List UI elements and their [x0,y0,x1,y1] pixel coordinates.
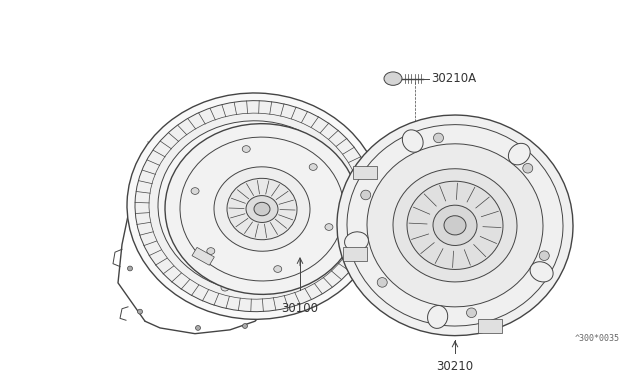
Ellipse shape [367,144,543,307]
FancyBboxPatch shape [478,319,502,333]
Ellipse shape [127,266,132,271]
Ellipse shape [306,265,314,272]
Ellipse shape [540,251,549,260]
Ellipse shape [227,178,297,240]
Bar [192,247,214,265]
Ellipse shape [207,248,215,254]
Ellipse shape [246,196,278,222]
Ellipse shape [243,324,248,328]
Ellipse shape [206,174,248,203]
Ellipse shape [135,101,375,312]
Text: 30210A: 30210A [431,72,476,85]
Text: 30100: 30100 [282,302,319,315]
Ellipse shape [377,278,387,287]
Ellipse shape [132,223,138,228]
Ellipse shape [384,72,402,85]
Ellipse shape [127,93,383,319]
FancyBboxPatch shape [343,247,367,261]
Ellipse shape [393,169,517,282]
Ellipse shape [361,190,371,200]
Text: ^300*0035: ^300*0035 [575,334,620,343]
Ellipse shape [191,160,199,166]
Ellipse shape [191,187,199,195]
Ellipse shape [523,163,532,173]
Ellipse shape [433,205,477,246]
Ellipse shape [214,167,310,251]
Ellipse shape [221,284,229,291]
Ellipse shape [433,133,444,143]
Ellipse shape [467,308,477,318]
Ellipse shape [138,309,143,314]
Ellipse shape [186,212,194,219]
FancyBboxPatch shape [353,166,377,179]
Ellipse shape [196,256,204,262]
Ellipse shape [530,262,553,282]
Ellipse shape [274,266,282,272]
Ellipse shape [444,216,466,235]
Ellipse shape [321,169,329,176]
Ellipse shape [195,326,200,330]
Ellipse shape [325,224,333,230]
Ellipse shape [266,287,274,294]
Text: 30210: 30210 [436,360,474,372]
Ellipse shape [407,181,503,269]
Ellipse shape [281,126,289,133]
Ellipse shape [428,305,448,328]
Ellipse shape [158,121,352,292]
Ellipse shape [403,130,423,152]
Ellipse shape [165,124,359,294]
Ellipse shape [344,232,369,251]
Ellipse shape [337,115,573,336]
Ellipse shape [243,146,250,153]
Ellipse shape [254,202,270,216]
Ellipse shape [326,212,334,219]
Ellipse shape [309,164,317,170]
Ellipse shape [508,143,530,165]
